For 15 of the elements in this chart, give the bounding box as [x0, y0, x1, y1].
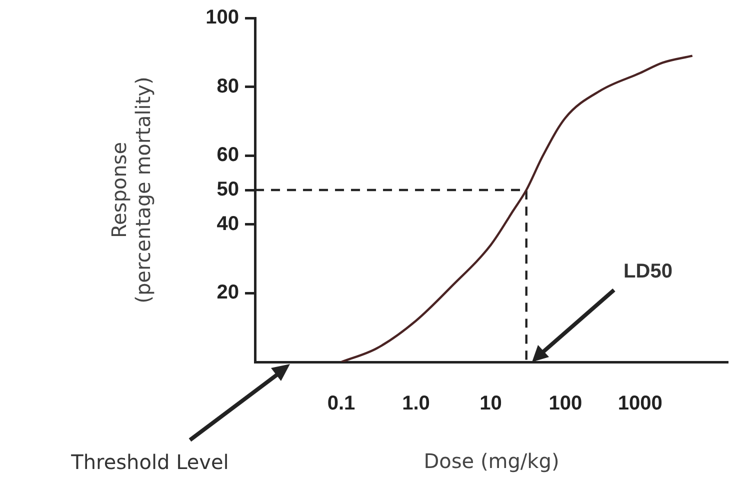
x-tick-label: 0.1 [327, 392, 356, 415]
y-tick-label: 100 [206, 6, 239, 29]
x-tick-label: 1.0 [402, 392, 430, 415]
x-axis-title: Dose (mg/kg) [424, 449, 560, 474]
y-tick-label: 20 [216, 282, 239, 304]
y-tick-label: 80 [216, 75, 239, 98]
y-tick-label: 50 [216, 178, 239, 201]
x-tick-label: 10 [480, 392, 502, 415]
annotation: LD50 [624, 260, 672, 283]
x-tick-label: 100 [548, 392, 582, 415]
y-tick-label: 60 [216, 144, 239, 166]
x-tick-label: 1000 [618, 392, 662, 415]
y-tick-label: 40 [216, 212, 239, 235]
y-axis-title: Response (percentage mortality) [107, 76, 156, 304]
text: Threshold Level [70, 450, 229, 474]
